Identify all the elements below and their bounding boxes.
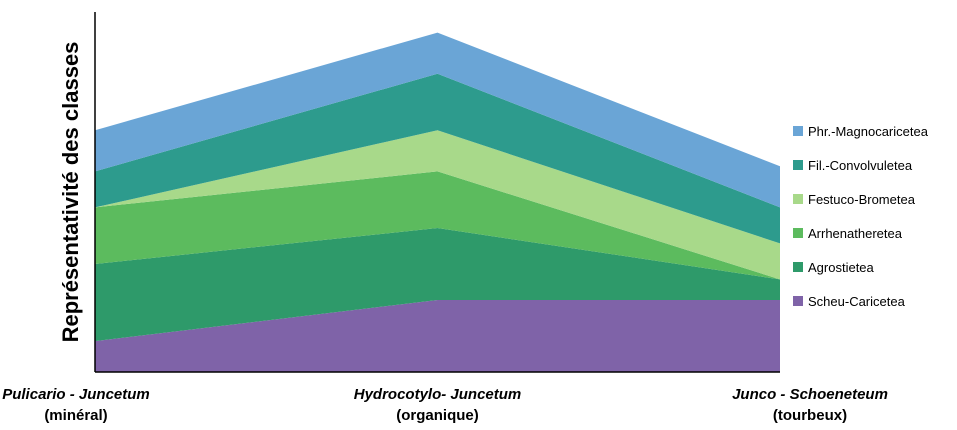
x-category-label-0: Pulicario - Juncetum — [2, 386, 150, 403]
legend-label-1: Fil.-Convolvuletea — [808, 158, 913, 173]
x-axis-labels: Pulicario - Juncetum (minéral) Hydrocotylo… — [2, 386, 888, 424]
legend-label-3: Arrhenatheretea — [808, 226, 903, 241]
legend-label-5: Scheu-Caricetea — [808, 294, 906, 309]
legend-swatch-0 — [793, 126, 803, 136]
legend-swatch-2 — [793, 194, 803, 204]
area-series-4 — [95, 73, 780, 244]
area-series-0 — [95, 300, 780, 372]
legend-label-0: Phr.-Magnocaricetea — [808, 124, 929, 139]
legend-swatch-3 — [793, 228, 803, 238]
area-series-5 — [95, 32, 780, 208]
x-category-sublabel-0: (minéral) — [44, 407, 107, 424]
area-series-2 — [95, 171, 780, 280]
plot-area — [95, 32, 780, 372]
legend: Phr.-Magnocaricetea Fil.-Convolvuletea Fes… — [793, 124, 929, 309]
legend-label-4: Agrostietea — [808, 260, 875, 275]
legend-swatch-5 — [793, 296, 803, 306]
area-series-1 — [95, 228, 780, 342]
y-axis-label: Représentativité des classes — [58, 42, 83, 343]
x-category-label-1: Hydrocotylo- Juncetum — [354, 386, 522, 403]
area-series-3 — [95, 130, 780, 280]
legend-label-2: Festuco-Brometea — [808, 192, 916, 207]
x-category-label-2: Junco - Schoeneteum — [732, 386, 888, 403]
legend-swatch-1 — [793, 160, 803, 170]
legend-swatch-4 — [793, 262, 803, 272]
x-category-sublabel-2: (tourbeux) — [773, 407, 847, 424]
x-category-sublabel-1: (organique) — [396, 407, 479, 424]
